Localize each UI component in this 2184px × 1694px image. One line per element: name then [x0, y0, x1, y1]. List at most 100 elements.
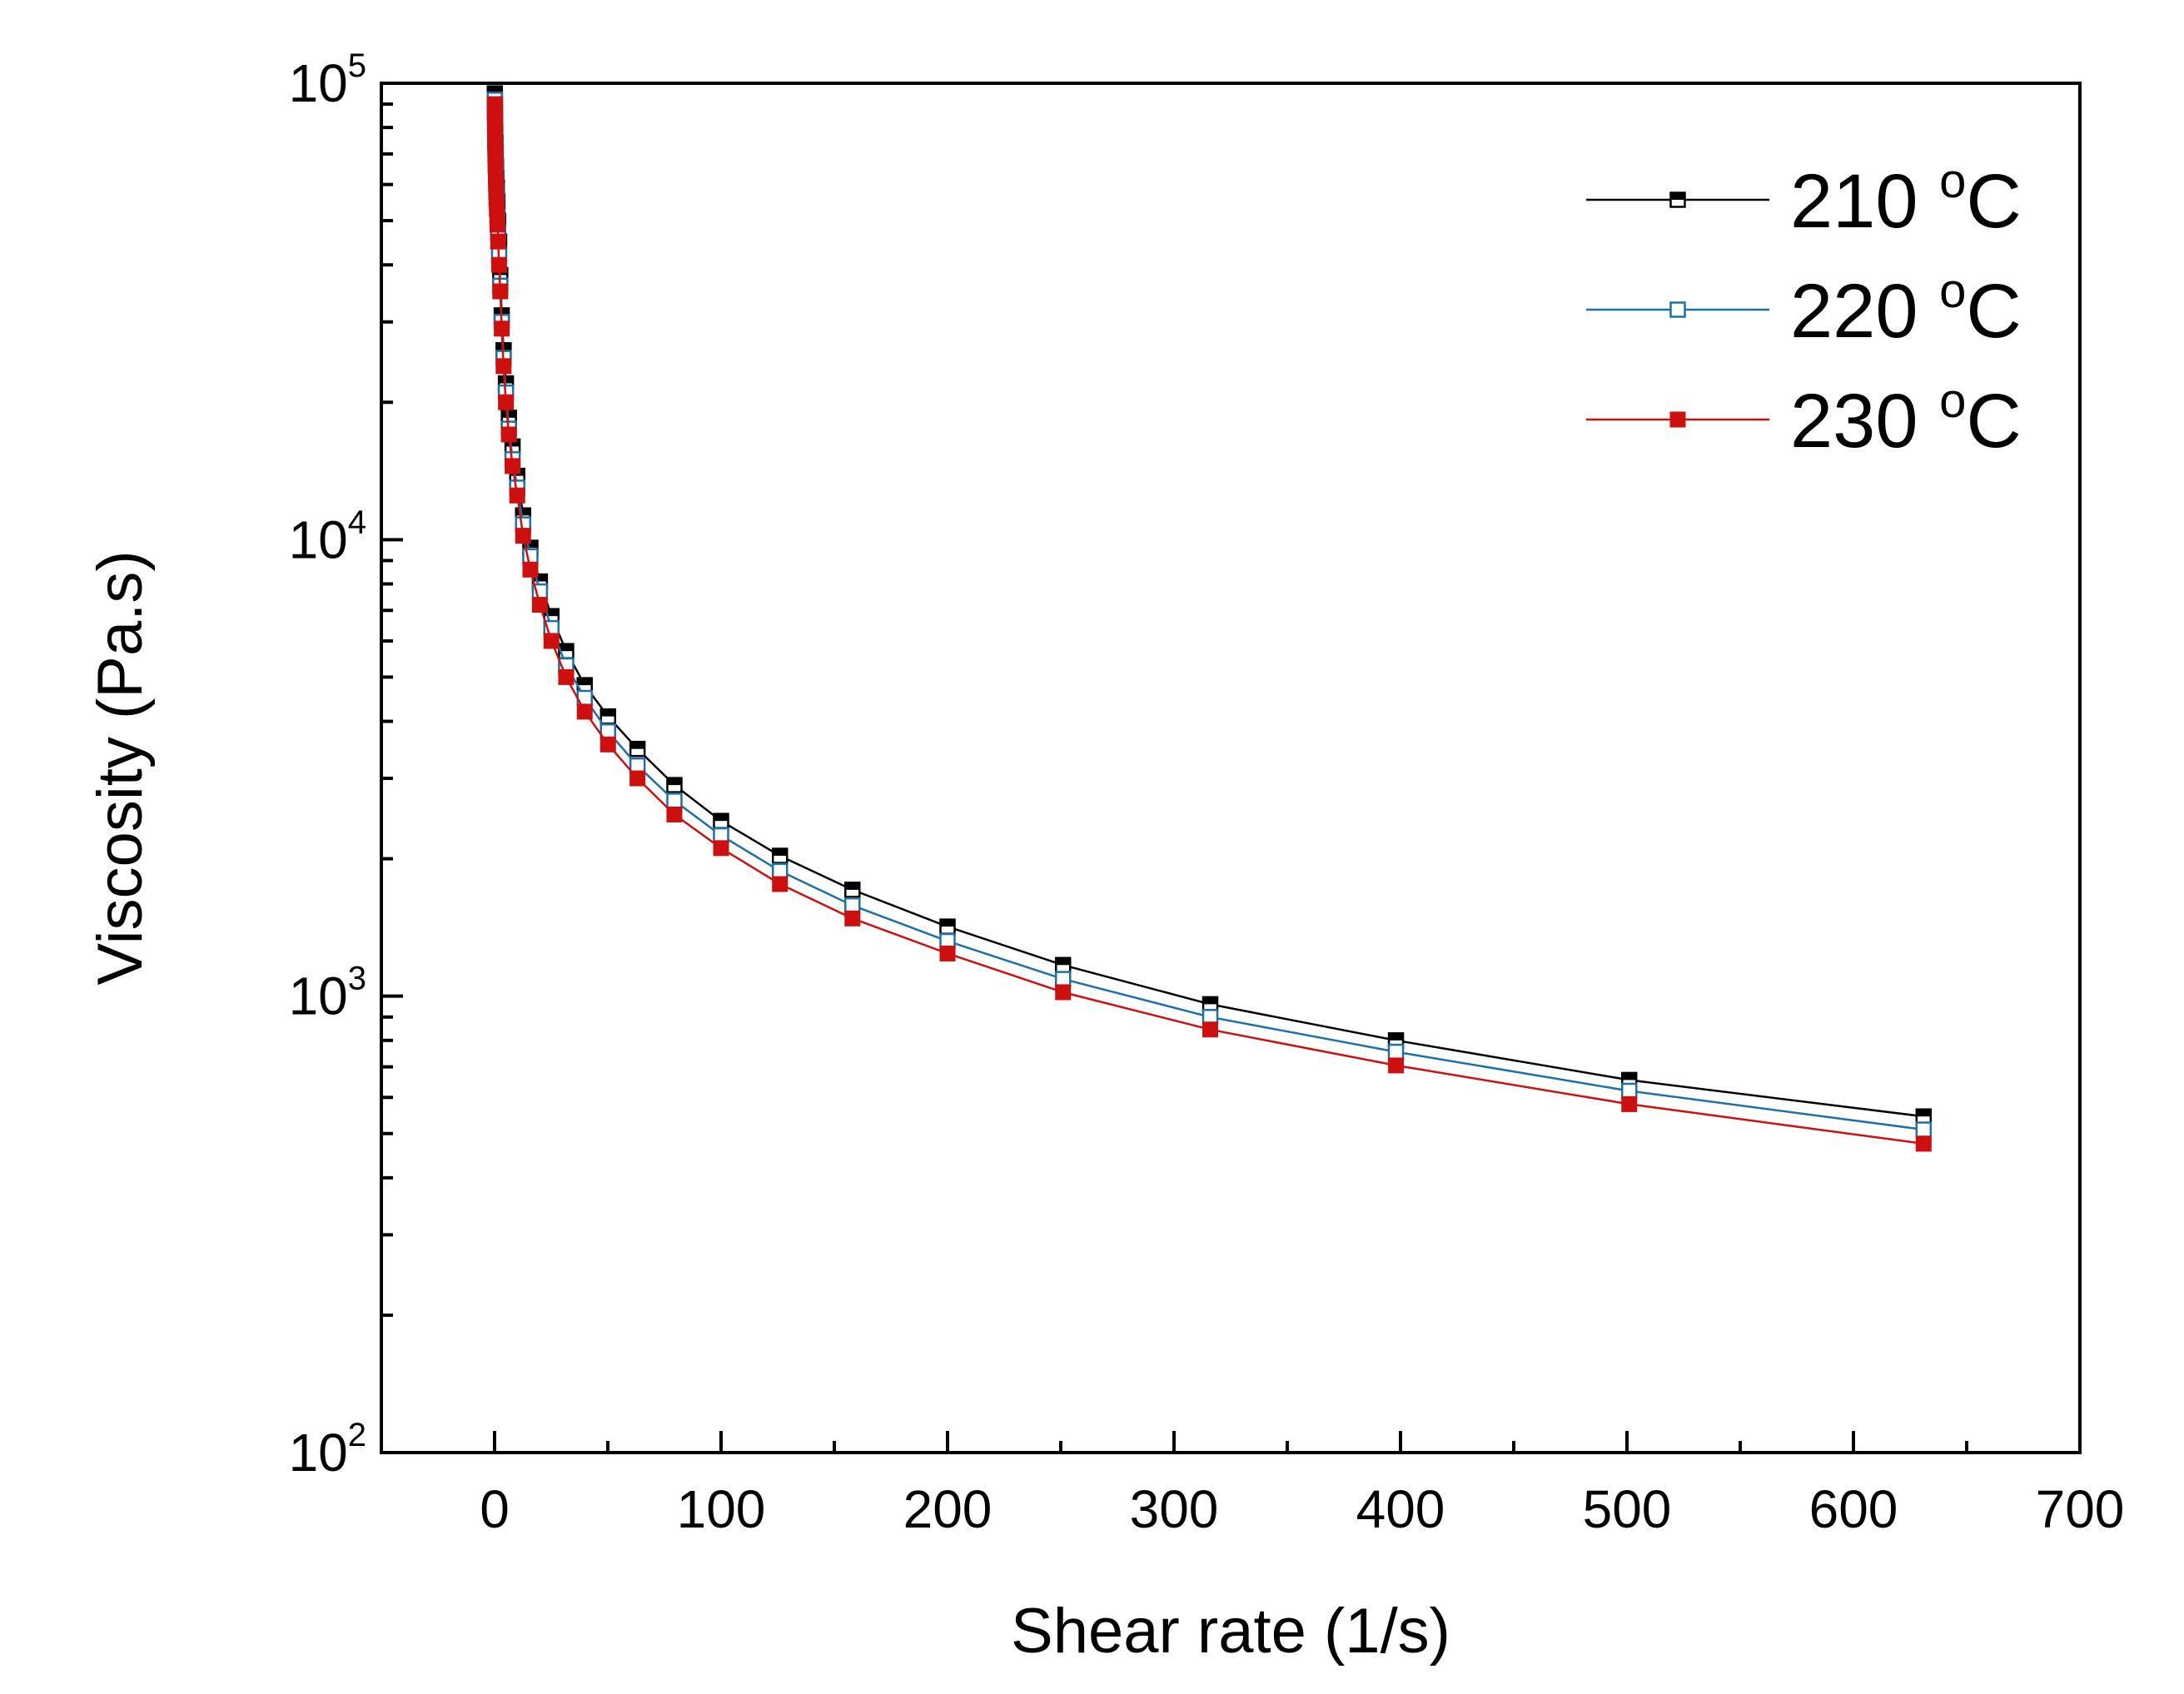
- y-tick-base: 10: [289, 966, 348, 1026]
- series-line: [494, 104, 1924, 1145]
- y-axis-title: Viscosity (Pa.s): [85, 550, 156, 985]
- data-point: [1054, 971, 1072, 987]
- data-point: [1055, 984, 1072, 1001]
- series-line: [494, 93, 1924, 1118]
- legend-label-degree: o: [1939, 154, 1966, 208]
- data-point: [713, 840, 729, 857]
- data-point: [629, 740, 646, 758]
- data-point-fill: [1670, 192, 1685, 200]
- data-point: [576, 703, 593, 720]
- data-point-fill: [532, 574, 547, 582]
- data-point: [494, 320, 510, 337]
- data-point-fill: [559, 643, 574, 652]
- data-point: [509, 487, 525, 504]
- legend-label: 210 oC: [1790, 154, 2022, 244]
- y-tick-exponent: 5: [348, 47, 366, 84]
- data-point-fill: [515, 508, 530, 516]
- data-point-fill: [544, 609, 559, 617]
- data-point: [489, 216, 505, 233]
- legend-label-text: 210: [1790, 159, 1939, 244]
- data-point-fill: [667, 777, 682, 786]
- data-point: [666, 777, 683, 793]
- x-tick-label: 300: [1130, 1479, 1219, 1539]
- data-point: [771, 847, 789, 864]
- data-point: [1621, 1095, 1638, 1112]
- x-tick-label: 200: [903, 1479, 993, 1539]
- data-point: [515, 528, 531, 544]
- data-point-fill: [1916, 1109, 1931, 1117]
- legend-label-text: 220: [1790, 269, 1939, 354]
- data-point: [666, 792, 683, 809]
- data-point: [1620, 1082, 1638, 1100]
- data-point: [1669, 191, 1686, 208]
- legend-label-unit: C: [1966, 159, 2021, 244]
- data-point: [558, 668, 575, 685]
- legend-label-unit: C: [1966, 269, 2021, 354]
- data-point-fill: [714, 813, 729, 822]
- data-point: [522, 561, 539, 578]
- x-tick-label: 500: [1583, 1479, 1672, 1539]
- data-point-fill: [523, 540, 538, 549]
- y-tick-label: 105: [289, 47, 366, 113]
- legend-label-unit: C: [1966, 379, 2021, 464]
- data-point-fill: [501, 410, 516, 418]
- data-point: [1669, 411, 1686, 428]
- y-tick-exponent: 3: [348, 961, 366, 997]
- legend-label: 230 oC: [1790, 374, 2022, 464]
- data-point: [1669, 301, 1686, 318]
- data-point: [713, 812, 729, 829]
- y-tick-base: 10: [289, 1423, 348, 1483]
- y-tick-label: 103: [289, 961, 366, 1026]
- data-point: [599, 736, 616, 753]
- data-point: [495, 358, 512, 375]
- legend-label: 220 oC: [1790, 264, 2022, 354]
- legend-item: 210 oC: [1586, 154, 2022, 244]
- data-point: [939, 918, 956, 935]
- series-1: [486, 92, 1933, 1138]
- data-point: [771, 862, 789, 880]
- data-point: [488, 176, 505, 193]
- data-point-fill: [940, 919, 955, 927]
- plot-frame: [380, 82, 2082, 1454]
- y-tick-exponent: 4: [348, 504, 366, 540]
- data-point: [505, 458, 521, 474]
- series-2: [486, 96, 1932, 1152]
- data-point: [939, 945, 956, 961]
- x-tick-label: 400: [1356, 1479, 1445, 1539]
- data-point: [492, 283, 509, 300]
- data-point: [1387, 1043, 1405, 1061]
- data-point: [489, 201, 505, 217]
- data-point: [844, 910, 861, 926]
- data-point-fill: [845, 882, 860, 890]
- data-point: [543, 633, 560, 649]
- data-point: [772, 876, 789, 892]
- data-point-fill: [773, 848, 788, 857]
- x-tick-label: 600: [1809, 1479, 1898, 1539]
- data-point-fill: [1203, 996, 1218, 1005]
- data-point-fill: [1622, 1072, 1637, 1080]
- data-point: [1202, 1021, 1219, 1038]
- data-point: [666, 806, 683, 822]
- data-point: [531, 597, 548, 614]
- data-point: [490, 233, 506, 250]
- y-tick-label: 104: [289, 504, 366, 569]
- series-0: [486, 85, 1933, 1125]
- data-point-fill: [505, 439, 520, 447]
- data-point: [498, 394, 515, 410]
- data-point-fill: [1056, 957, 1071, 966]
- legend-label-degree: o: [1939, 264, 1966, 318]
- data-point: [1915, 1135, 1932, 1152]
- data-point: [844, 882, 861, 898]
- y-tick-base: 10: [289, 53, 348, 113]
- series-line: [494, 99, 1924, 1131]
- data-point: [844, 897, 861, 914]
- x-axis-title: Shear rate (1/s): [1011, 1596, 1450, 1667]
- data-point-fill: [1389, 1033, 1404, 1041]
- x-tick-label: 100: [677, 1479, 766, 1539]
- legend-label-text: 230: [1790, 379, 1939, 464]
- data-point: [1915, 1121, 1933, 1138]
- data-point: [599, 708, 617, 725]
